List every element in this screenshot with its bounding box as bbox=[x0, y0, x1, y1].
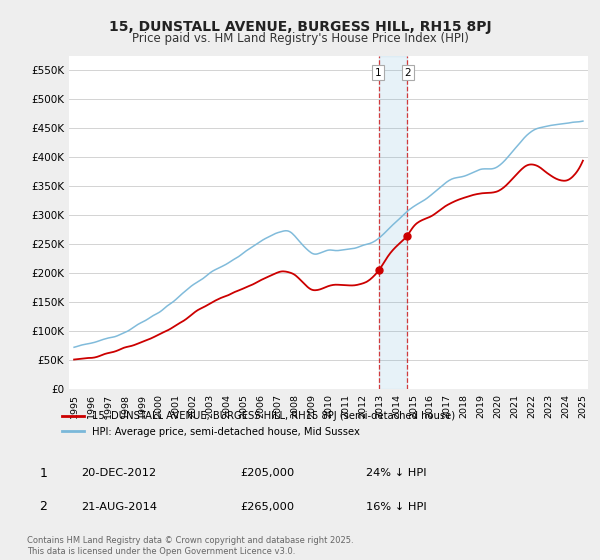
Text: 2: 2 bbox=[404, 68, 411, 78]
Text: Price paid vs. HM Land Registry's House Price Index (HPI): Price paid vs. HM Land Registry's House … bbox=[131, 32, 469, 45]
Text: 1: 1 bbox=[374, 68, 381, 78]
Text: 21-AUG-2014: 21-AUG-2014 bbox=[81, 502, 157, 512]
Text: 2: 2 bbox=[40, 500, 47, 514]
Text: 16% ↓ HPI: 16% ↓ HPI bbox=[366, 502, 427, 512]
Bar bbox=[379, 56, 407, 389]
Point bbox=[374, 266, 383, 275]
Text: £265,000: £265,000 bbox=[240, 502, 294, 512]
Text: Contains HM Land Registry data © Crown copyright and database right 2025.
This d: Contains HM Land Registry data © Crown c… bbox=[27, 536, 353, 556]
Text: 20-DEC-2012: 20-DEC-2012 bbox=[81, 468, 156, 478]
Text: 1: 1 bbox=[40, 466, 47, 480]
Text: 15, DUNSTALL AVENUE, BURGESS HILL, RH15 8PJ: 15, DUNSTALL AVENUE, BURGESS HILL, RH15 … bbox=[109, 20, 491, 34]
Text: 24% ↓ HPI: 24% ↓ HPI bbox=[366, 468, 427, 478]
Text: £205,000: £205,000 bbox=[240, 468, 294, 478]
Point bbox=[402, 231, 412, 240]
Legend: 15, DUNSTALL AVENUE, BURGESS HILL, RH15 8PJ (semi-detached house), HPI: Average : 15, DUNSTALL AVENUE, BURGESS HILL, RH15 … bbox=[58, 408, 460, 441]
